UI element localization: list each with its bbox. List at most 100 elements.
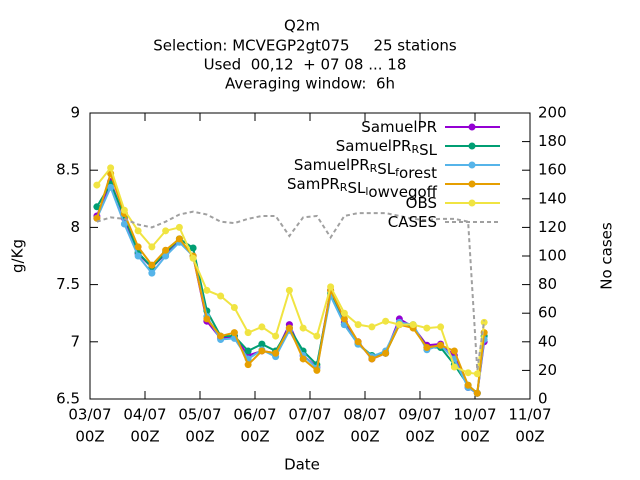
point	[437, 323, 445, 331]
x-tick-label: 04/07	[123, 406, 166, 424]
x-tick-label: 00Z	[515, 428, 544, 446]
point	[327, 283, 335, 291]
point	[272, 332, 280, 340]
chart-subtitle: Selection: MCVEGP2gt075 25 stations	[153, 37, 457, 55]
point	[313, 366, 321, 374]
y2-tick-label: 140	[538, 189, 567, 207]
y2-tick-label: 160	[538, 161, 567, 179]
point	[244, 329, 252, 337]
point	[217, 332, 225, 340]
x-tick-label: 07/07	[288, 406, 331, 424]
point	[464, 369, 472, 377]
y-tick-label: 8	[70, 218, 80, 236]
point	[244, 347, 252, 355]
y-tick-label: 8.5	[56, 161, 80, 179]
point	[473, 389, 481, 397]
point	[189, 254, 197, 262]
series	[93, 164, 488, 378]
x-tick-label: 00Z	[295, 428, 324, 446]
point	[134, 243, 142, 251]
x-tick-label: 00Z	[130, 428, 159, 446]
legend-label: CASES	[388, 213, 437, 231]
point	[409, 321, 417, 329]
x-axis-label: Date	[284, 456, 320, 474]
point	[450, 363, 458, 371]
point	[480, 318, 488, 326]
point	[299, 355, 307, 363]
point	[230, 303, 238, 311]
point	[382, 317, 390, 325]
point	[175, 223, 183, 231]
legend-marker	[468, 161, 476, 169]
y-axis-label: g/Kg	[9, 239, 27, 273]
point	[272, 349, 280, 357]
point	[368, 323, 376, 331]
point	[217, 292, 225, 300]
x-tick-label: 11/07	[508, 406, 551, 424]
x-tick-label: 00Z	[75, 428, 104, 446]
y2-tick-label: 0	[538, 390, 548, 408]
legend-label: SamuelPRRSLforest	[294, 156, 437, 182]
point	[93, 181, 101, 189]
point	[313, 332, 321, 340]
y2-tick-label: 200	[538, 104, 567, 122]
point	[134, 227, 142, 235]
y2-tick-label: 60	[538, 304, 557, 322]
point	[450, 347, 458, 355]
x-tick-label: 06/07	[233, 406, 276, 424]
point	[285, 286, 293, 294]
legend-label: SamuelPR	[361, 118, 437, 136]
point	[148, 261, 156, 269]
series	[96, 210, 486, 371]
point	[368, 355, 376, 363]
x-tick-label: 00Z	[185, 428, 214, 446]
point	[395, 321, 403, 329]
chart-subtitle: Used 00,12 + 07 08 ... 18	[204, 56, 407, 74]
y2-tick-label: 20	[538, 361, 557, 379]
y2-tick-label: 80	[538, 275, 557, 293]
x-tick-label: 00Z	[240, 428, 269, 446]
point	[258, 323, 266, 331]
legend-label: SamPRRSLlowvegoff	[287, 175, 438, 201]
y-tick-label: 9	[70, 104, 80, 122]
point	[285, 324, 293, 332]
point	[354, 321, 362, 329]
x-tick-label: 03/07	[68, 406, 111, 424]
point	[299, 324, 307, 332]
x-tick-label: 10/07	[453, 406, 496, 424]
x-tick-label: 00Z	[350, 428, 379, 446]
point	[423, 344, 431, 352]
legend-marker	[468, 123, 476, 131]
point	[437, 341, 445, 349]
point	[107, 183, 115, 191]
x-tick-label: 08/07	[343, 406, 386, 424]
y-tick-label: 6.5	[56, 390, 80, 408]
y-tick-label: 7	[70, 332, 80, 350]
point	[148, 243, 156, 251]
point	[93, 214, 101, 222]
legend-marker	[468, 180, 476, 188]
point	[354, 338, 362, 346]
point	[120, 220, 128, 228]
point	[120, 206, 128, 214]
point	[244, 361, 252, 369]
y2-tick-label: 40	[538, 332, 557, 350]
y2-tick-label: 100	[538, 247, 567, 265]
point	[134, 252, 142, 260]
point	[203, 315, 211, 323]
point	[258, 340, 266, 348]
chart-subtitle: Averaging window: 6h	[225, 75, 395, 93]
point	[189, 244, 197, 252]
x-tick-label: 05/07	[178, 406, 221, 424]
legend-label: OBS	[406, 194, 437, 212]
point	[473, 370, 481, 378]
legend-label: SamuelPRRSL	[336, 137, 438, 159]
point	[175, 235, 183, 243]
legend-marker	[468, 142, 476, 150]
x-tick-label: 00Z	[460, 428, 489, 446]
legend-marker	[468, 199, 476, 207]
point	[464, 381, 472, 389]
series	[93, 170, 488, 397]
point	[203, 286, 211, 294]
point	[258, 347, 266, 355]
